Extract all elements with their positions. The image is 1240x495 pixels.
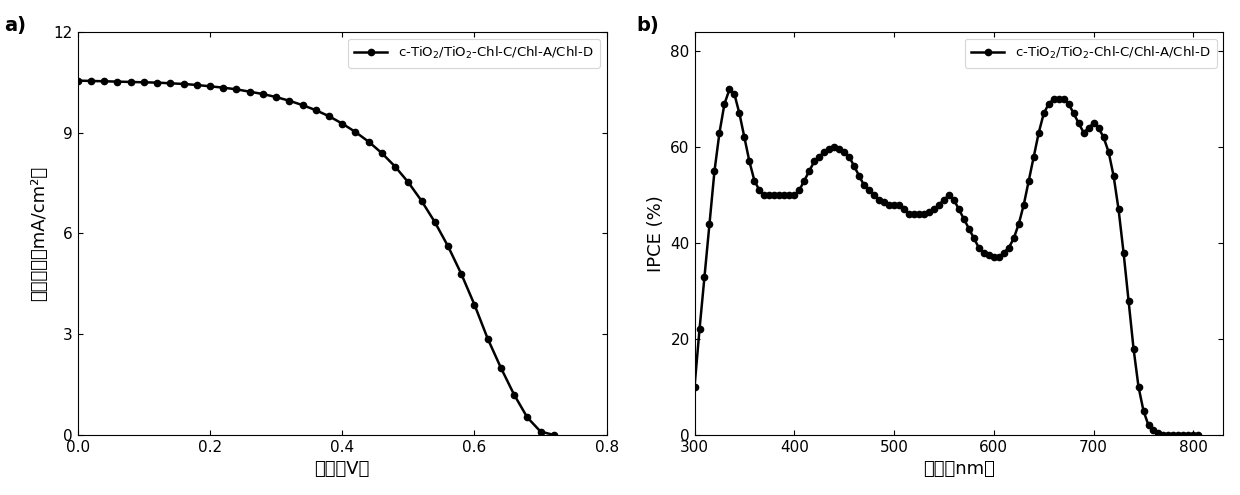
c-TiO$_2$/TiO$_2$-Chl-C/Chl-A/Chl-D: [136, 79, 151, 85]
c-TiO$_2$/TiO$_2$-Chl-C/Chl-A/Chl-D: [202, 83, 217, 89]
c-TiO$_2$/TiO$_2$-Chl-C/Chl-A/Chl-D: [401, 179, 415, 185]
c-TiO$_2$/TiO$_2$-Chl-C/Chl-A/Chl-D: [428, 219, 443, 225]
c-TiO$_2$/TiO$_2$-Chl-C/Chl-A/Chl-D: [440, 243, 455, 249]
c-TiO$_2$/TiO$_2$-Chl-C/Chl-A/Chl-D: [162, 80, 177, 86]
c-TiO$_2$/TiO$_2$-Chl-C/Chl-A/Chl-D: [71, 78, 86, 84]
c-TiO$_2$/TiO$_2$-Chl-C/Chl-A/Chl-D: [123, 79, 138, 85]
c-TiO$_2$/TiO$_2$-Chl-C/Chl-A/Chl-D: [374, 150, 389, 156]
c-TiO$_2$/TiO$_2$-Chl-C/Chl-A/Chl-D: [480, 336, 495, 342]
Legend: c-TiO$_2$/TiO$_2$-Chl-C/Chl-A/Chl-D: c-TiO$_2$/TiO$_2$-Chl-C/Chl-A/Chl-D: [965, 39, 1216, 68]
c-TiO$_2$/TiO$_2$-Chl-C/Chl-A/Chl-D: [1126, 346, 1141, 351]
c-TiO$_2$/TiO$_2$-Chl-C/Chl-A/Chl-D: [150, 80, 165, 86]
c-TiO$_2$/TiO$_2$-Chl-C/Chl-A/Chl-D: [547, 432, 562, 438]
Y-axis label: IPCE (%): IPCE (%): [647, 195, 665, 272]
Text: b): b): [636, 16, 660, 35]
c-TiO$_2$/TiO$_2$-Chl-C/Chl-A/Chl-D: [83, 78, 98, 84]
X-axis label: 电压（V）: 电压（V）: [315, 460, 370, 478]
c-TiO$_2$/TiO$_2$-Chl-C/Chl-A/Chl-D: [255, 91, 270, 97]
Y-axis label: 电流密度（mA/cm²）: 电流密度（mA/cm²）: [30, 166, 48, 301]
c-TiO$_2$/TiO$_2$-Chl-C/Chl-A/Chl-D: [269, 94, 284, 100]
c-TiO$_2$/TiO$_2$-Chl-C/Chl-A/Chl-D: [787, 192, 802, 198]
c-TiO$_2$/TiO$_2$-Chl-C/Chl-A/Chl-D: [921, 209, 936, 215]
c-TiO$_2$/TiO$_2$-Chl-C/Chl-A/Chl-D: [281, 98, 296, 104]
c-TiO$_2$/TiO$_2$-Chl-C/Chl-A/Chl-D: [110, 79, 125, 85]
c-TiO$_2$/TiO$_2$-Chl-C/Chl-A/Chl-D: [494, 365, 508, 371]
Legend: c-TiO$_2$/TiO$_2$-Chl-C/Chl-A/Chl-D: c-TiO$_2$/TiO$_2$-Chl-C/Chl-A/Chl-D: [348, 39, 600, 68]
c-TiO$_2$/TiO$_2$-Chl-C/Chl-A/Chl-D: [97, 78, 112, 84]
c-TiO$_2$/TiO$_2$-Chl-C/Chl-A/Chl-D: [388, 164, 403, 170]
X-axis label: 波长（nm）: 波长（nm）: [923, 460, 994, 478]
Text: a): a): [4, 16, 26, 35]
c-TiO$_2$/TiO$_2$-Chl-C/Chl-A/Chl-D: [309, 107, 324, 113]
c-TiO$_2$/TiO$_2$-Chl-C/Chl-A/Chl-D: [242, 89, 257, 95]
c-TiO$_2$/TiO$_2$-Chl-C/Chl-A/Chl-D: [687, 384, 702, 390]
c-TiO$_2$/TiO$_2$-Chl-C/Chl-A/Chl-D: [722, 87, 737, 93]
c-TiO$_2$/TiO$_2$-Chl-C/Chl-A/Chl-D: [467, 301, 482, 307]
c-TiO$_2$/TiO$_2$-Chl-C/Chl-A/Chl-D: [533, 429, 548, 435]
c-TiO$_2$/TiO$_2$-Chl-C/Chl-A/Chl-D: [216, 85, 231, 91]
c-TiO$_2$/TiO$_2$-Chl-C/Chl-A/Chl-D: [520, 414, 534, 420]
c-TiO$_2$/TiO$_2$-Chl-C/Chl-A/Chl-D: [1086, 120, 1101, 126]
c-TiO$_2$/TiO$_2$-Chl-C/Chl-A/Chl-D: [335, 121, 350, 127]
Line: c-TiO$_2$/TiO$_2$-Chl-C/Chl-A/Chl-D: c-TiO$_2$/TiO$_2$-Chl-C/Chl-A/Chl-D: [74, 78, 557, 438]
c-TiO$_2$/TiO$_2$-Chl-C/Chl-A/Chl-D: [229, 86, 244, 92]
c-TiO$_2$/TiO$_2$-Chl-C/Chl-A/Chl-D: [176, 81, 191, 87]
c-TiO$_2$/TiO$_2$-Chl-C/Chl-A/Chl-D: [348, 129, 363, 135]
c-TiO$_2$/TiO$_2$-Chl-C/Chl-A/Chl-D: [190, 82, 205, 88]
c-TiO$_2$/TiO$_2$-Chl-C/Chl-A/Chl-D: [802, 168, 817, 174]
c-TiO$_2$/TiO$_2$-Chl-C/Chl-A/Chl-D: [1156, 432, 1171, 438]
c-TiO$_2$/TiO$_2$-Chl-C/Chl-A/Chl-D: [1047, 96, 1061, 102]
c-TiO$_2$/TiO$_2$-Chl-C/Chl-A/Chl-D: [321, 113, 336, 119]
c-TiO$_2$/TiO$_2$-Chl-C/Chl-A/Chl-D: [295, 102, 310, 108]
c-TiO$_2$/TiO$_2$-Chl-C/Chl-A/Chl-D: [414, 198, 429, 204]
c-TiO$_2$/TiO$_2$-Chl-C/Chl-A/Chl-D: [361, 139, 376, 145]
c-TiO$_2$/TiO$_2$-Chl-C/Chl-A/Chl-D: [454, 271, 469, 277]
c-TiO$_2$/TiO$_2$-Chl-C/Chl-A/Chl-D: [507, 392, 522, 397]
c-TiO$_2$/TiO$_2$-Chl-C/Chl-A/Chl-D: [1190, 432, 1205, 438]
Line: c-TiO$_2$/TiO$_2$-Chl-C/Chl-A/Chl-D: c-TiO$_2$/TiO$_2$-Chl-C/Chl-A/Chl-D: [692, 86, 1202, 438]
